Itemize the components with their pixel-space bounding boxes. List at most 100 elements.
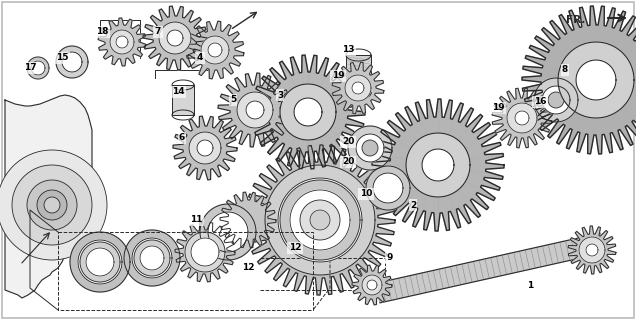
Text: 7: 7 <box>155 28 161 36</box>
Polygon shape <box>124 230 180 286</box>
Text: 8: 8 <box>562 66 568 75</box>
Polygon shape <box>586 244 598 256</box>
Polygon shape <box>265 165 375 275</box>
Circle shape <box>12 165 92 245</box>
Polygon shape <box>86 248 114 276</box>
Polygon shape <box>280 180 360 260</box>
Text: 9: 9 <box>387 253 393 262</box>
Polygon shape <box>78 240 122 284</box>
Circle shape <box>300 200 340 240</box>
Text: 2: 2 <box>410 201 416 210</box>
Polygon shape <box>132 238 172 278</box>
Polygon shape <box>246 101 264 119</box>
Text: 4: 4 <box>197 53 203 62</box>
Polygon shape <box>290 190 350 250</box>
Circle shape <box>37 190 67 220</box>
Polygon shape <box>507 103 537 133</box>
Polygon shape <box>140 246 164 270</box>
Text: 11: 11 <box>190 215 202 225</box>
Polygon shape <box>5 95 92 298</box>
Polygon shape <box>280 84 336 140</box>
Text: 20: 20 <box>342 138 354 147</box>
Text: 12: 12 <box>289 244 301 252</box>
Polygon shape <box>366 166 410 210</box>
Polygon shape <box>542 86 570 114</box>
Polygon shape <box>31 61 45 75</box>
Polygon shape <box>197 140 213 156</box>
Text: 1: 1 <box>527 281 533 290</box>
Polygon shape <box>522 6 636 154</box>
Polygon shape <box>70 232 130 292</box>
Polygon shape <box>372 99 504 231</box>
Circle shape <box>310 210 330 230</box>
Circle shape <box>44 197 60 213</box>
Polygon shape <box>237 92 273 128</box>
Polygon shape <box>356 134 384 162</box>
Text: 13: 13 <box>342 45 354 54</box>
Polygon shape <box>134 240 170 276</box>
Polygon shape <box>175 222 235 282</box>
Polygon shape <box>367 280 377 290</box>
Polygon shape <box>189 132 221 164</box>
Polygon shape <box>515 111 529 125</box>
Text: 19: 19 <box>332 71 344 81</box>
Polygon shape <box>376 233 604 303</box>
Polygon shape <box>579 237 605 263</box>
Text: 3: 3 <box>277 91 283 100</box>
Text: 6: 6 <box>179 133 185 142</box>
Polygon shape <box>406 133 470 197</box>
Polygon shape <box>220 192 276 248</box>
Polygon shape <box>251 55 365 169</box>
Polygon shape <box>345 75 371 101</box>
Text: 16: 16 <box>534 98 546 107</box>
Polygon shape <box>173 116 237 180</box>
Polygon shape <box>352 82 364 94</box>
Polygon shape <box>185 232 225 272</box>
Polygon shape <box>143 6 207 70</box>
Bar <box>172 85 194 115</box>
Text: 10: 10 <box>360 189 372 198</box>
Text: FR.: FR. <box>565 15 585 25</box>
Circle shape <box>362 140 378 156</box>
Polygon shape <box>568 226 616 274</box>
Polygon shape <box>558 42 634 118</box>
Polygon shape <box>191 238 219 266</box>
Text: 15: 15 <box>56 53 68 62</box>
Polygon shape <box>201 36 229 64</box>
Circle shape <box>0 150 107 260</box>
Polygon shape <box>348 126 392 170</box>
Polygon shape <box>332 62 384 114</box>
Polygon shape <box>62 52 82 72</box>
Bar <box>346 55 371 93</box>
Text: 20: 20 <box>342 157 354 166</box>
Polygon shape <box>294 98 322 126</box>
Text: 17: 17 <box>24 63 36 73</box>
Polygon shape <box>373 173 403 203</box>
Polygon shape <box>167 30 183 46</box>
Text: 18: 18 <box>96 28 108 36</box>
Polygon shape <box>200 204 256 260</box>
Polygon shape <box>208 212 248 252</box>
Polygon shape <box>218 73 292 147</box>
Polygon shape <box>27 57 49 79</box>
Polygon shape <box>159 22 191 54</box>
Text: 5: 5 <box>230 95 236 105</box>
Polygon shape <box>56 46 88 78</box>
Text: 19: 19 <box>492 103 504 113</box>
Polygon shape <box>576 60 616 100</box>
Polygon shape <box>98 18 146 66</box>
Polygon shape <box>422 149 454 181</box>
Polygon shape <box>492 88 552 148</box>
Polygon shape <box>186 21 244 79</box>
Polygon shape <box>534 78 578 122</box>
Polygon shape <box>208 43 222 57</box>
Circle shape <box>548 92 564 108</box>
Polygon shape <box>352 265 392 305</box>
Polygon shape <box>110 30 134 54</box>
Bar <box>58 232 313 310</box>
Text: 14: 14 <box>172 87 184 97</box>
Text: 12: 12 <box>242 263 254 273</box>
Polygon shape <box>80 242 120 282</box>
Polygon shape <box>116 36 128 48</box>
Circle shape <box>27 180 77 230</box>
